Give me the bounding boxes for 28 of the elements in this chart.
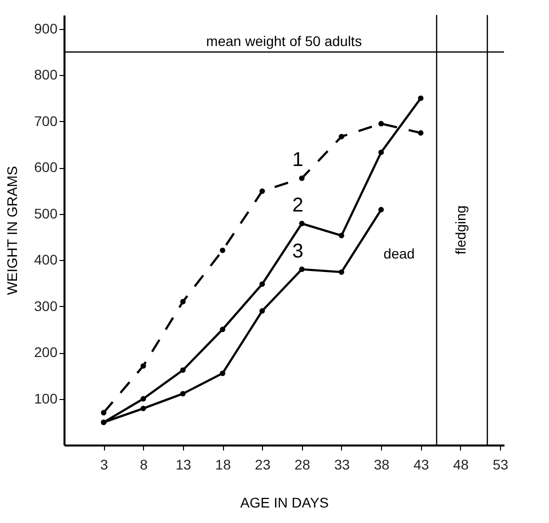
x-axis-title: AGE IN DAYS bbox=[240, 494, 329, 510]
y-tick-label: 900 bbox=[34, 20, 58, 36]
y-tick-label: 300 bbox=[34, 298, 58, 314]
x-tick-label: 8 bbox=[140, 456, 148, 472]
series-label: 2 bbox=[292, 194, 304, 217]
y-tick-label: 800 bbox=[34, 66, 58, 83]
y-tick-label: 500 bbox=[34, 205, 58, 222]
annotation: dead bbox=[384, 246, 415, 262]
y-axis-title: WEIGHT IN GRAMS bbox=[4, 166, 20, 295]
ref-line-label: fledging bbox=[452, 205, 468, 255]
x-tick-label: 43 bbox=[413, 456, 430, 472]
series-label: 1 bbox=[292, 149, 304, 172]
series-label: 3 bbox=[292, 240, 304, 262]
x-tick-label: 13 bbox=[176, 456, 192, 472]
ref-line-label: mean weight of 50 adults bbox=[206, 32, 362, 49]
x-tick-label: 33 bbox=[334, 456, 350, 472]
y-tick-label: 700 bbox=[34, 112, 58, 129]
y-tick-label: 600 bbox=[34, 159, 58, 176]
x-tick-label: 28 bbox=[294, 456, 310, 472]
x-tick-label: 3 bbox=[100, 456, 108, 472]
x-tick-label: 53 bbox=[492, 456, 509, 472]
y-tick-label: 400 bbox=[34, 252, 58, 268]
x-tick-label: 23 bbox=[254, 456, 271, 472]
x-tick-label: 38 bbox=[374, 456, 390, 472]
x-tick-label: 18 bbox=[215, 456, 232, 472]
y-tick-label: 100 bbox=[34, 390, 58, 406]
x-tick-label: 48 bbox=[453, 456, 469, 472]
y-tick-label: 200 bbox=[34, 344, 58, 360]
